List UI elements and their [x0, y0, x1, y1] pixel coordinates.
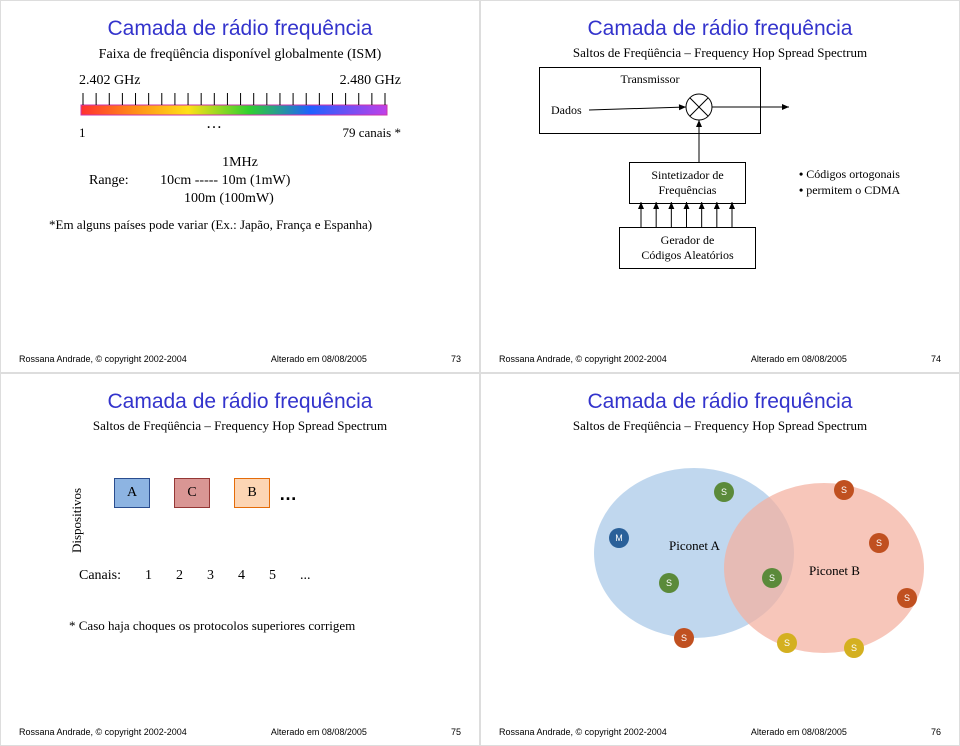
footer-num: 76	[931, 727, 941, 737]
slide-title: Camada de rádio frequência	[19, 17, 461, 41]
note-text: * Caso haja choques os protocolos superi…	[69, 618, 355, 634]
dados-label: Dados	[551, 103, 582, 118]
dots-icon: …	[206, 115, 222, 133]
slide-footer: Rossana Andrade, © copyright 2002-2004 A…	[499, 727, 941, 737]
canais-label: Canais:	[79, 568, 121, 584]
bullet-1: Códigos ortogonais	[799, 167, 900, 182]
node-s-1: S	[714, 482, 734, 502]
chan-last: 79 canais *	[343, 125, 401, 143]
footer-left: Rossana Andrade, © copyright 2002-2004	[499, 354, 667, 364]
piconet-a-label: Piconet A	[669, 538, 720, 554]
footer-left: Rossana Andrade, © copyright 2002-2004	[499, 727, 667, 737]
canal-1: 2	[176, 568, 183, 584]
gen-box: Gerador de Códigos Aleatórios	[619, 227, 756, 269]
footer-mid: Alterado em 08/08/2005	[271, 354, 367, 364]
slide-footer: Rossana Andrade, © copyright 2002-2004 A…	[19, 727, 461, 737]
spectrum-svg	[79, 91, 389, 119]
node-s-2: S	[659, 573, 679, 593]
node-s-9: S	[844, 638, 864, 658]
mhz-label: 1MHz	[19, 155, 461, 171]
footer-mid: Alterado em 08/08/2005	[271, 727, 367, 737]
freq-row: 2.402 GHz 2.480 GHz	[79, 73, 401, 89]
slide-subtitle: Saltos de Freqüência – Frequency Hop Spr…	[499, 418, 941, 434]
node-s-6: S	[869, 533, 889, 553]
device-box-a: A	[114, 478, 150, 508]
range-a: 10cm ----- 10m (1mW)	[160, 173, 290, 188]
spectrum-bar	[79, 91, 401, 119]
piconet-b-label: Piconet B	[809, 563, 860, 579]
range-b: 100m (100mW)	[184, 191, 461, 207]
footer-mid: Alterado em 08/08/2005	[751, 727, 847, 737]
node-s-5: S	[834, 480, 854, 500]
slide-title: Camada de rádio frequência	[19, 390, 461, 414]
footer-num: 73	[451, 354, 461, 364]
canal-4: 5	[269, 568, 276, 584]
transmissor-box: Transmissor	[539, 67, 761, 134]
slide-subtitle: Saltos de Freqüência – Frequency Hop Spr…	[499, 45, 941, 61]
node-s-7: S	[897, 588, 917, 608]
slide-75: Camada de rádio frequência Saltos de Fre…	[0, 373, 480, 746]
diagram-body: Piconet A Piconet B M S S S S S S S S S	[499, 438, 941, 668]
slide-73: Camada de rádio frequência Faixa de freq…	[0, 0, 480, 373]
y-axis-label: Dispositivos	[69, 488, 85, 553]
footer-left: Rossana Andrade, © copyright 2002-2004	[19, 727, 187, 737]
slide-title: Camada de rádio frequência	[499, 17, 941, 41]
canal-0: 1	[145, 568, 152, 584]
slide-subtitle: Saltos de Freqüência – Frequency Hop Spr…	[19, 418, 461, 434]
slide-footer: Rossana Andrade, © copyright 2002-2004 A…	[499, 354, 941, 364]
node-s-4: S	[762, 568, 782, 588]
transmissor-label: Transmissor	[540, 72, 760, 87]
canais-row: Canais: 1 2 3 4 5...	[79, 568, 311, 584]
canal-2: 3	[207, 568, 214, 584]
diagram-body: Dispositivos ACB … Canais: 1 2 3 4 5... * Caso ha…	[19, 438, 461, 668]
chan-first: 1	[79, 125, 86, 143]
node-s-3: S	[674, 628, 694, 648]
footer-mid: Alterado em 08/08/2005	[751, 354, 847, 364]
slide-title: Camada de rádio frequência	[499, 390, 941, 414]
node-s-8: S	[777, 633, 797, 653]
device-box-c: C	[174, 478, 210, 508]
synth-box: Sintetizador de Frequências	[629, 162, 746, 204]
footer-left: Rossana Andrade, © copyright 2002-2004	[19, 354, 187, 364]
footer-num: 75	[451, 727, 461, 737]
bullet-2: permitem o CDMA	[799, 183, 900, 198]
footer-num: 74	[931, 354, 941, 364]
freq-low: 2.402 GHz	[79, 73, 140, 89]
canal-5: ...	[300, 568, 311, 584]
canal-3: 4	[238, 568, 245, 584]
dots-icon: …	[279, 484, 297, 505]
slide-footer: Rossana Andrade, © copyright 2002-2004 A…	[19, 354, 461, 364]
range-row: Range: 10cm ----- 10m (1mW)	[89, 173, 461, 189]
range-label: Range:	[89, 173, 129, 188]
node-m-0: M	[609, 528, 629, 548]
freq-high: 2.480 GHz	[340, 73, 401, 89]
diagram-body: Transmissor Dados Sintetizador de Frequênc…	[499, 67, 941, 297]
channel-row: 1 … 79 canais *	[79, 125, 401, 143]
slide-74: Camada de rádio frequência Saltos de Fre…	[480, 0, 960, 373]
slide-76: Camada de rádio frequência Saltos de Fre…	[480, 373, 960, 746]
slide-subtitle: Faixa de freqüência disponível globalmen…	[19, 47, 461, 63]
note-text: *Em alguns países pode variar (Ex.: Japã…	[49, 217, 461, 233]
device-box-b: B	[234, 478, 270, 508]
